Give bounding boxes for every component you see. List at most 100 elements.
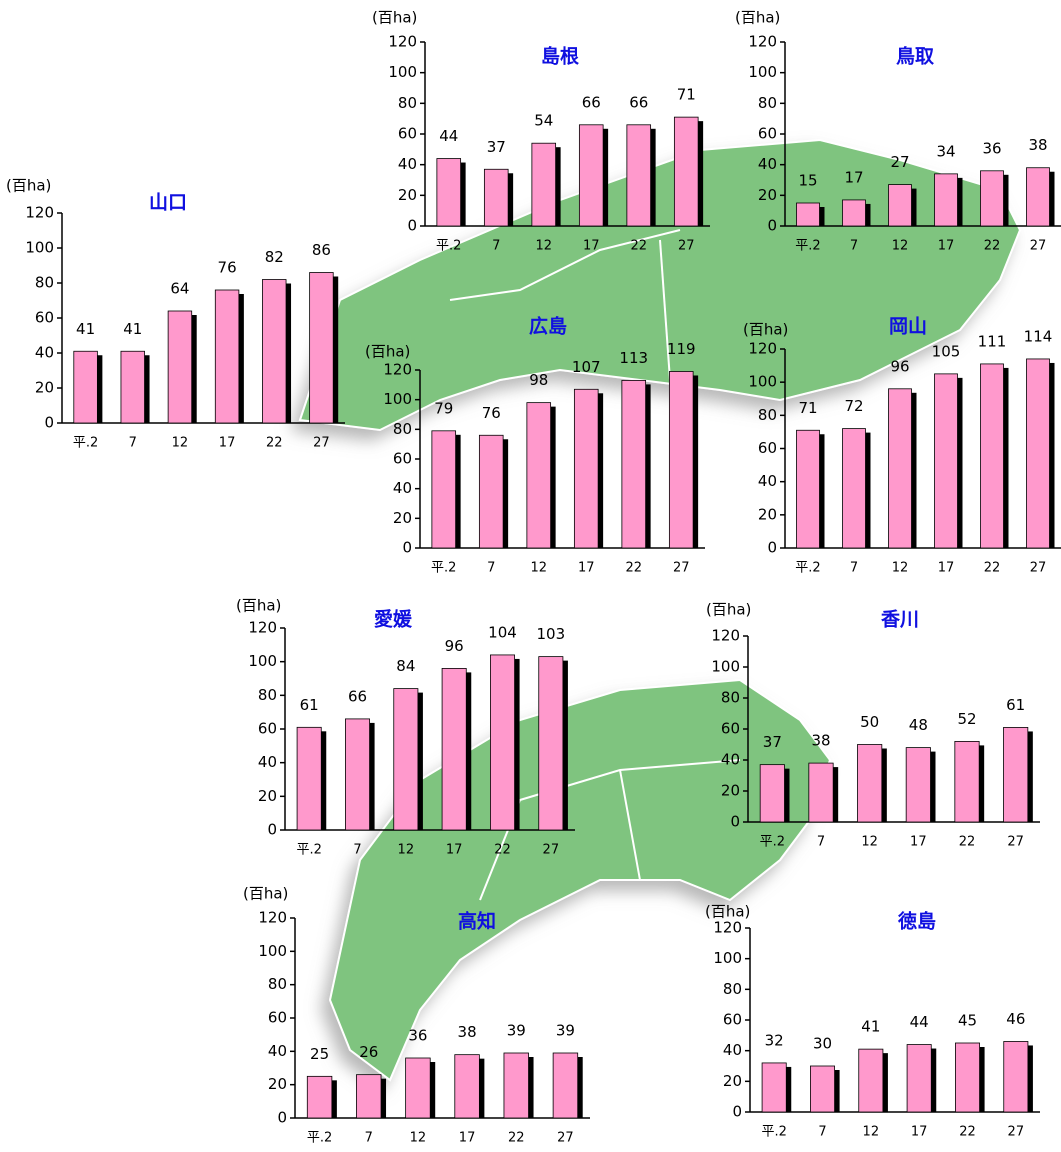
x-tick-label: 17	[446, 843, 463, 858]
value-label: 114	[1024, 327, 1053, 345]
bar	[120, 350, 145, 424]
y-tick-label: 100	[748, 63, 777, 81]
y-tick-label: 0	[767, 539, 777, 557]
y-tick-label: 40	[721, 751, 740, 769]
x-tick-label: 27	[543, 843, 560, 858]
value-label: 82	[265, 248, 284, 266]
y-tick-label: 40	[258, 753, 277, 771]
x-tick-label: 17	[219, 436, 236, 451]
y-tick-label: 40	[393, 479, 412, 497]
x-tick-label: 平.2	[431, 561, 456, 576]
bar	[857, 744, 883, 823]
bar	[405, 1057, 431, 1119]
y-tick-label: 0	[267, 821, 277, 839]
x-tick-label: 22	[508, 1131, 525, 1146]
y-tick-label: 120	[25, 204, 54, 222]
value-label: 36	[408, 1027, 427, 1045]
y-tick-label: 20	[723, 1072, 742, 1090]
x-tick-label: 27	[1008, 1125, 1025, 1140]
chart-title: 鳥取	[896, 45, 934, 68]
value-label: 107	[572, 358, 601, 376]
chugoku-region	[298, 138, 1022, 432]
bar	[526, 402, 552, 549]
y-tick-label: 100	[713, 949, 742, 967]
x-tick-label: 22	[266, 436, 283, 451]
value-label: 30	[813, 1035, 832, 1053]
bar	[759, 764, 785, 823]
bar	[167, 310, 193, 424]
y-tick-label: 60	[268, 1009, 287, 1027]
value-label: 86	[312, 241, 331, 259]
x-tick-label: 平.2	[795, 561, 820, 576]
x-tick-label: 平.2	[760, 835, 785, 850]
x-tick-label: 27	[673, 561, 690, 576]
x-tick-label: 12	[535, 239, 552, 254]
chart-title: 岡山	[889, 316, 927, 338]
bar	[1003, 1041, 1029, 1113]
chart-title: 高知	[458, 910, 496, 933]
bar	[393, 688, 419, 831]
value-label: 38	[1028, 136, 1047, 154]
y-tick-label: 20	[268, 1075, 287, 1093]
y-unit-label: (百ha)	[705, 903, 750, 921]
y-tick-label: 80	[268, 975, 287, 993]
y-unit-label: (百ha)	[743, 321, 788, 339]
y-tick-label: 0	[277, 1109, 287, 1127]
y-tick-label: 120	[248, 619, 277, 637]
value-label: 46	[1006, 1010, 1025, 1028]
y-tick-label: 60	[758, 125, 777, 143]
y-tick-label: 20	[35, 379, 54, 397]
bar	[1026, 167, 1050, 227]
bar	[980, 363, 1004, 549]
chart-title: 島根	[541, 45, 579, 68]
x-tick-label: 27	[313, 436, 330, 451]
chart-title: 山口	[149, 192, 187, 214]
x-tick-label: 22	[984, 239, 1001, 254]
y-tick-label: 60	[758, 439, 777, 457]
value-label: 45	[958, 1012, 977, 1030]
value-label: 26	[359, 1043, 378, 1061]
value-label: 96	[445, 637, 464, 655]
bar	[668, 371, 694, 549]
chart-title: 徳島	[897, 910, 936, 933]
value-label: 54	[534, 112, 553, 130]
value-label: 79	[434, 399, 453, 417]
x-tick-label: 17	[911, 1125, 928, 1140]
value-label: 37	[487, 138, 506, 156]
y-tick-label: 100	[388, 63, 417, 81]
y-tick-label: 120	[258, 909, 287, 927]
x-tick-label: 12	[398, 843, 415, 858]
x-tick-label: 17	[938, 561, 955, 576]
y-tick-label: 60	[721, 720, 740, 738]
y-unit-label: (百ha)	[236, 597, 281, 615]
bar	[934, 373, 958, 549]
x-tick-label: 27	[1030, 561, 1047, 576]
x-tick-label: 17	[459, 1131, 476, 1146]
y-tick-label: 20	[258, 787, 277, 805]
y-tick-label: 20	[398, 186, 417, 204]
bar	[1026, 358, 1050, 549]
value-label: 64	[170, 280, 189, 298]
bar	[538, 656, 564, 831]
x-tick-label: 7	[129, 436, 137, 451]
y-tick-label: 0	[767, 217, 777, 235]
bar	[478, 434, 504, 549]
x-tick-label: 平.2	[73, 436, 98, 451]
bar	[808, 762, 834, 823]
value-label: 104	[488, 623, 517, 641]
x-tick-label: 7	[353, 843, 361, 858]
value-label: 37	[763, 733, 782, 751]
bar	[905, 747, 931, 823]
bar	[356, 1074, 382, 1119]
bar	[796, 202, 820, 227]
chart-title: 香川	[880, 609, 919, 631]
bar	[906, 1044, 932, 1113]
value-label: 105	[932, 342, 961, 360]
y-tick-label: 0	[732, 1103, 742, 1121]
y-tick-label: 60	[398, 125, 417, 143]
y-tick-label: 80	[758, 406, 777, 424]
x-tick-label: 7	[818, 1125, 826, 1140]
value-label: 98	[529, 371, 548, 389]
value-label: 52	[957, 710, 976, 728]
